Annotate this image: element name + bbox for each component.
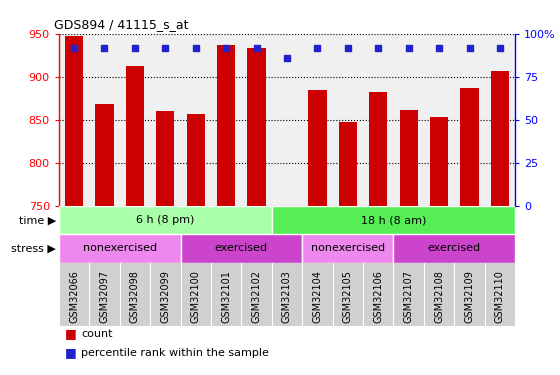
Point (130, 45, 139, 51)
Text: exercised: exercised (428, 243, 481, 254)
Text: nonexercised: nonexercised (311, 243, 385, 254)
Bar (400, 110, 418, 206)
Bar (156, 111, 174, 206)
Bar (186, 114, 205, 206)
Text: nonexercised: nonexercised (82, 243, 157, 254)
Point (496, 45, 505, 51)
Text: GSM32110: GSM32110 (495, 270, 505, 323)
Point (465, 45, 474, 51)
Text: ■: ■ (64, 327, 76, 340)
Text: GSM32107: GSM32107 (404, 270, 414, 323)
Text: GSM32108: GSM32108 (434, 270, 444, 323)
Point (313, 45, 322, 51)
Point (343, 45, 352, 51)
Bar (339, 122, 357, 206)
Bar (460, 88, 479, 206)
Text: ■: ■ (64, 346, 76, 359)
Bar (309, 90, 326, 206)
Text: stress ▶: stress ▶ (11, 243, 56, 254)
Point (435, 45, 444, 51)
Text: GSM32098: GSM32098 (130, 270, 140, 323)
Text: GSM32105: GSM32105 (343, 270, 353, 323)
Text: GSM32097: GSM32097 (100, 270, 109, 323)
Text: time ▶: time ▶ (18, 215, 56, 225)
Text: count: count (81, 329, 113, 339)
Text: percentile rank within the sample: percentile rank within the sample (81, 348, 269, 357)
Bar (217, 45, 235, 206)
Bar (65, 36, 83, 206)
Point (222, 45, 231, 51)
Point (161, 45, 170, 51)
Text: GSM32100: GSM32100 (191, 270, 200, 323)
Text: GDS894 / 41115_s_at: GDS894 / 41115_s_at (54, 18, 189, 31)
Point (404, 45, 413, 51)
Point (282, 55, 291, 61)
Bar (430, 117, 448, 206)
Text: GSM32109: GSM32109 (465, 270, 474, 323)
Text: GSM32104: GSM32104 (312, 270, 323, 323)
Bar (369, 92, 388, 206)
Point (252, 45, 261, 51)
Text: GSM32066: GSM32066 (69, 270, 79, 323)
Bar (272, 206, 515, 234)
Bar (95, 104, 114, 206)
Bar (59, 206, 272, 234)
Bar (180, 234, 302, 262)
Bar (59, 234, 180, 262)
Bar (248, 48, 265, 206)
Point (374, 45, 383, 51)
Text: GSM32102: GSM32102 (251, 270, 262, 323)
Bar (394, 234, 515, 262)
Text: 18 h (8 am): 18 h (8 am) (361, 215, 426, 225)
Point (69, 45, 78, 51)
Point (100, 45, 109, 51)
Bar (491, 71, 509, 206)
Text: GSM32103: GSM32103 (282, 270, 292, 323)
Point (192, 45, 200, 51)
Text: GSM32106: GSM32106 (374, 270, 383, 323)
Text: exercised: exercised (215, 243, 268, 254)
Text: GSM32101: GSM32101 (221, 270, 231, 323)
Text: GSM32099: GSM32099 (160, 270, 170, 323)
Bar (126, 66, 144, 206)
Text: 6 h (8 pm): 6 h (8 pm) (136, 215, 194, 225)
Bar (302, 234, 394, 262)
